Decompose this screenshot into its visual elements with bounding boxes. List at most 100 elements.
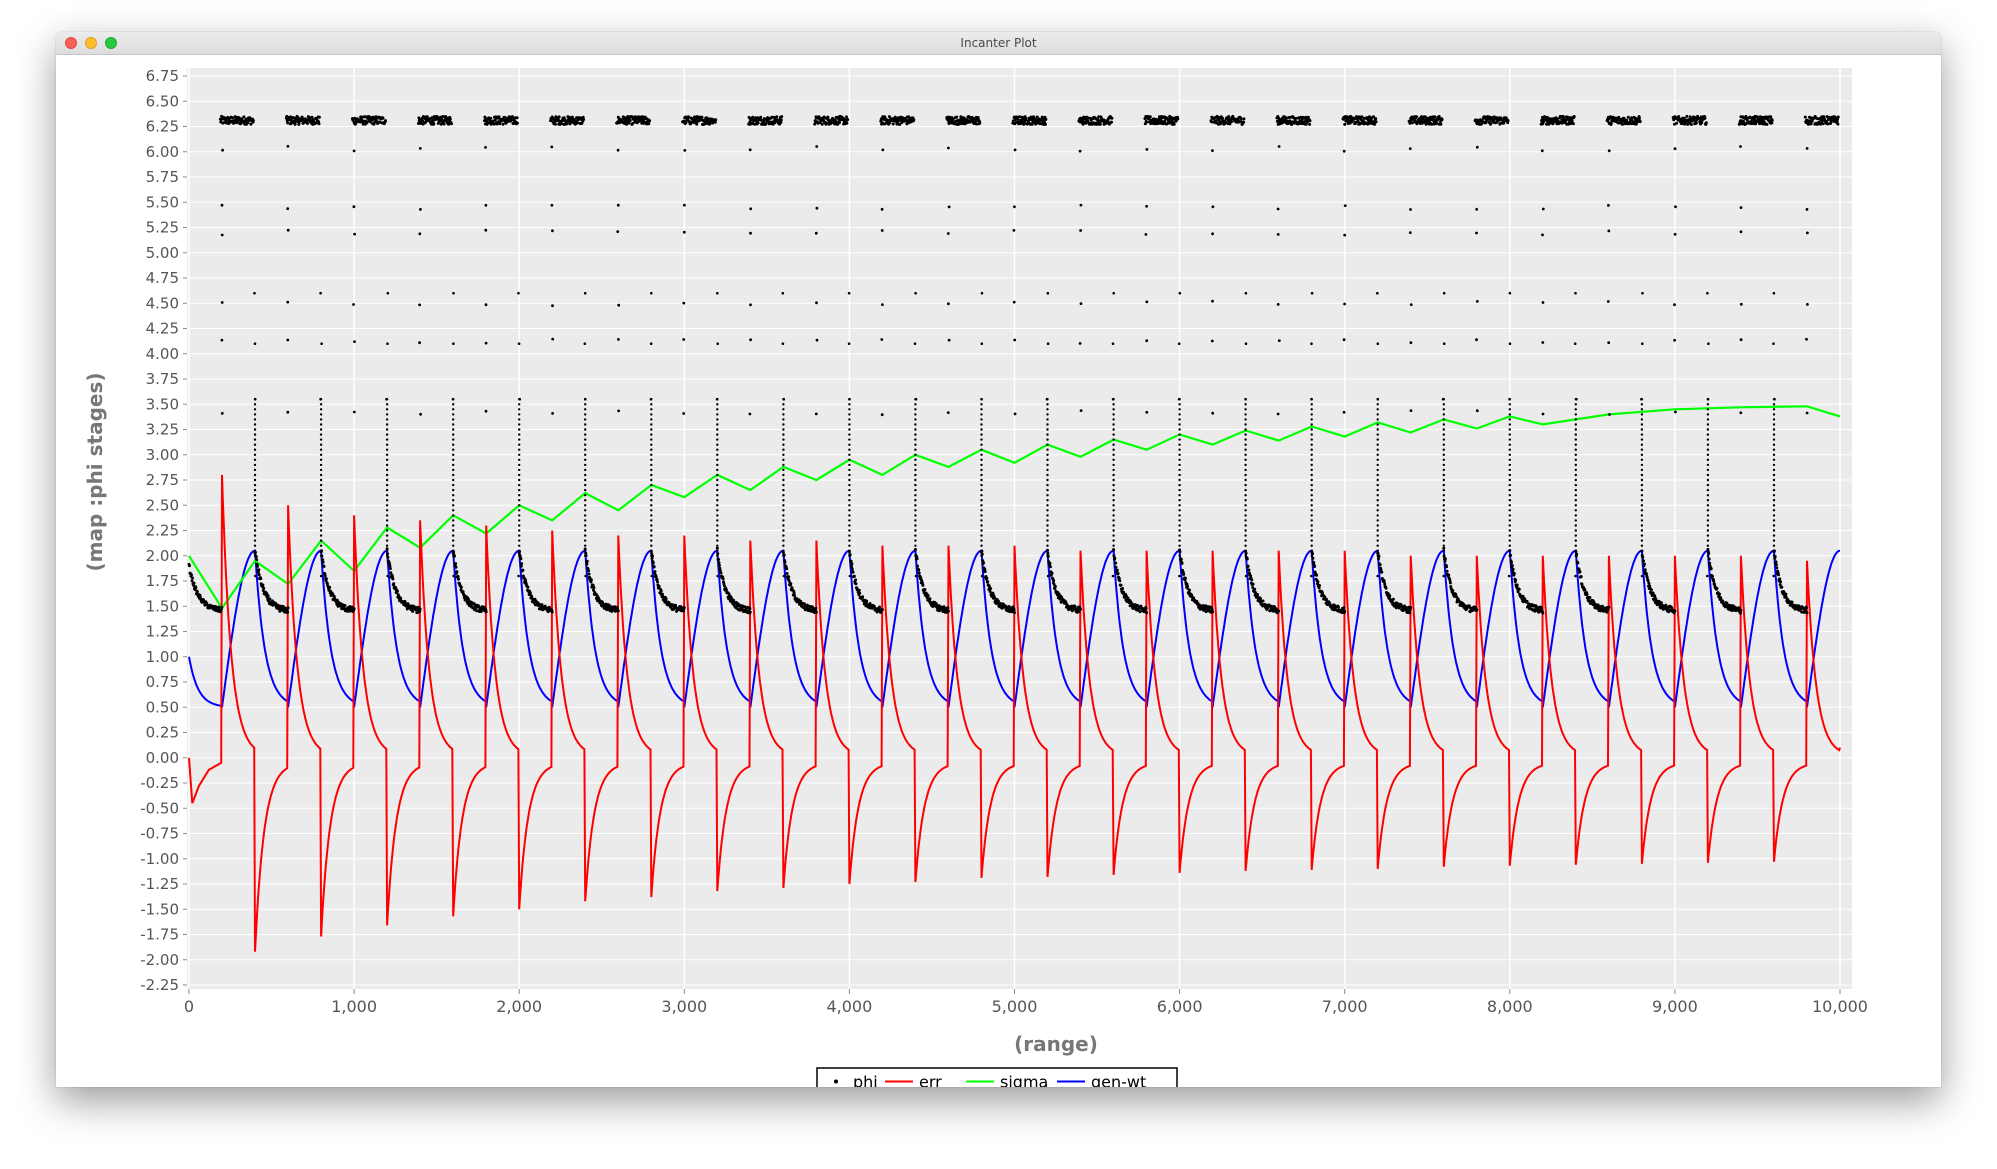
- phi-point: [1148, 115, 1152, 119]
- phi-point: [1046, 463, 1049, 467]
- phi-point: [352, 607, 356, 611]
- phi-point: [584, 458, 587, 461]
- phi-point: [1641, 555, 1645, 559]
- phi-point: [1353, 122, 1357, 125]
- phi-point: [1706, 499, 1710, 502]
- phi-point: [1052, 579, 1056, 582]
- phi-point: [1706, 443, 1710, 446]
- phi-point: [1048, 561, 1052, 565]
- phi-point: [1276, 303, 1280, 306]
- phi-point: [1178, 408, 1181, 411]
- phi-point: [385, 413, 389, 416]
- phi-point: [1046, 551, 1050, 555]
- phi-point: [1640, 448, 1644, 451]
- title-bar: Incanter Plot: [56, 32, 1941, 55]
- phi-point: [584, 551, 588, 555]
- phi-point: [1376, 458, 1379, 461]
- phi-point: [1706, 544, 1710, 547]
- phi-point: [782, 423, 785, 426]
- phi-point: [650, 504, 653, 507]
- phi-point: [1079, 203, 1083, 207]
- phi-point: [1178, 504, 1181, 507]
- phi-point: [850, 567, 854, 571]
- phi-point: [880, 229, 884, 232]
- phi-point: [650, 478, 653, 482]
- phi-point: [1356, 120, 1360, 124]
- phi-point: [440, 117, 444, 121]
- phi-point: [319, 443, 323, 446]
- y-tick-label: 4.50: [146, 294, 179, 312]
- phi-point: [1244, 291, 1248, 295]
- phi-point: [257, 568, 261, 572]
- phi-point: [1112, 524, 1115, 527]
- phi-point: [1315, 573, 1319, 577]
- zoom-button[interactable]: [105, 37, 117, 49]
- phi-point: [1045, 397, 1049, 401]
- phi-point: [1583, 588, 1587, 592]
- phi-point: [1700, 121, 1704, 125]
- phi-point: [501, 122, 505, 126]
- phi-point: [1112, 403, 1115, 406]
- phi-point: [1110, 116, 1114, 120]
- phi-point: [1409, 409, 1413, 412]
- phi-point: [385, 443, 389, 446]
- phi-point: [1261, 599, 1265, 603]
- phi-point: [190, 573, 193, 577]
- phi-point: [1706, 488, 1710, 492]
- phi-point: [1498, 122, 1502, 125]
- phi-point: [220, 233, 224, 237]
- phi-point: [385, 499, 389, 502]
- phi-point: [716, 418, 719, 421]
- phi-point: [575, 121, 579, 125]
- phi-point: [1574, 529, 1578, 532]
- phi-point: [386, 552, 389, 556]
- phi-point: [1046, 529, 1049, 532]
- phi-point: [1508, 413, 1512, 416]
- phi-point: [683, 149, 687, 152]
- phi-point: [650, 534, 653, 537]
- phi-point: [584, 539, 587, 542]
- phi-point: [650, 438, 653, 441]
- phi-point: [1376, 574, 1379, 578]
- y-tick-label: 5.25: [146, 219, 179, 237]
- y-tick-label: 2.75: [146, 471, 179, 489]
- phi-point: [1112, 448, 1115, 451]
- phi-point: [1343, 122, 1347, 126]
- phi-point: [848, 509, 851, 512]
- minimize-button[interactable]: [85, 37, 97, 49]
- phi-point: [1442, 291, 1446, 295]
- y-tick-label: 0.50: [146, 698, 179, 716]
- y-tick-label: 5.00: [146, 244, 179, 262]
- phi-point: [392, 582, 396, 586]
- phi-point: [650, 556, 654, 560]
- phi-point: [1050, 571, 1054, 575]
- phi-point: [1805, 337, 1808, 341]
- phi-point: [518, 418, 521, 421]
- phi-point: [914, 509, 917, 512]
- y-tick-label: 3.75: [146, 370, 179, 388]
- phi-point: [557, 115, 561, 119]
- phi-point: [262, 586, 266, 590]
- phi-point: [848, 504, 851, 507]
- phi-point: [1084, 121, 1088, 125]
- phi-point: [782, 433, 785, 436]
- phi-point: [385, 509, 389, 512]
- phi-point: [1640, 529, 1644, 532]
- phi-point: [650, 499, 653, 502]
- phi-point: [782, 408, 785, 411]
- phi-point: [1256, 593, 1260, 596]
- phi-point: [1310, 408, 1313, 411]
- phi-point: [1376, 552, 1380, 556]
- phi-point: [1112, 514, 1115, 517]
- phi-point: [253, 544, 257, 547]
- phi-point: [985, 576, 989, 580]
- phi-point: [1112, 428, 1115, 431]
- phi-point: [1178, 509, 1181, 512]
- phi-point: [848, 448, 851, 451]
- phi-point: [980, 504, 983, 507]
- phi-point: [583, 291, 587, 295]
- phi-point: [1640, 408, 1644, 411]
- phi-point: [1442, 433, 1446, 436]
- phi-point: [584, 529, 587, 532]
- close-button[interactable]: [65, 37, 77, 49]
